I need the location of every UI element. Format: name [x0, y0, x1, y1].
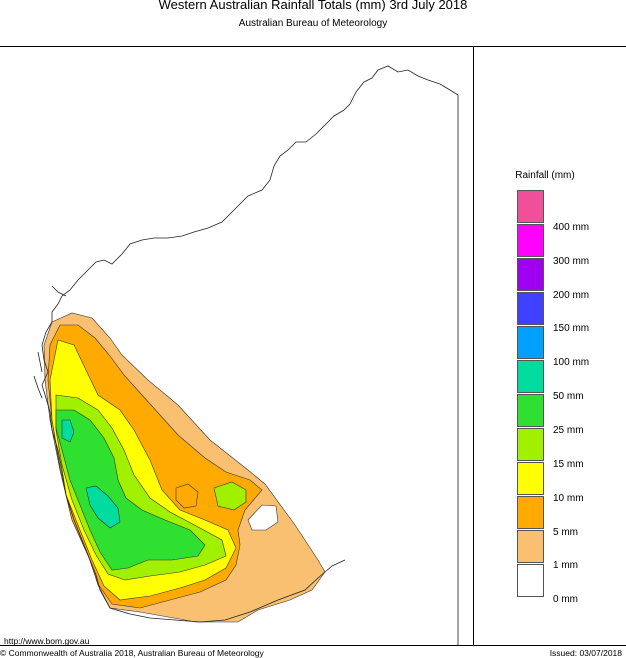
rain-zone-50-100mm-north: [61, 419, 75, 443]
legend-label-1: 1 mm: [553, 560, 578, 571]
rain-zone-dry-pocket: [247, 504, 279, 531]
legend-swatch: [517, 394, 544, 427]
map-frame: [0, 46, 626, 646]
legend-swatch: [517, 292, 544, 325]
legend-divider: [473, 46, 474, 646]
legend-swatch: [517, 224, 544, 257]
rain-zone-50-100mm-south: [85, 485, 121, 529]
legend-swatch: [517, 564, 544, 597]
map-title: Western Australian Rainfall Totals (mm) …: [158, 0, 468, 12]
rain-zone-5-10mm-inland: [175, 483, 199, 509]
legend-title: Rainfall (mm): [515, 170, 575, 181]
rain-zone-15-25mm-inland: [213, 481, 247, 511]
map-subtitle: Australian Bureau of Meteorology: [238, 18, 388, 29]
legend-swatch: [517, 360, 544, 393]
legend-label-400: 400 mm: [553, 222, 590, 233]
footer-copyright: © Commonwealth of Australia 2018, Austra…: [0, 648, 264, 658]
rainfall-map: [33, 65, 459, 645]
legend-swatch: [517, 462, 544, 495]
legend-swatch: [517, 428, 544, 461]
legend-swatch: [517, 258, 544, 291]
footer-url[interactable]: http://www.bom.gov.au: [4, 636, 90, 646]
legend-swatch: [517, 326, 544, 359]
legend-label-5: 5 mm: [553, 527, 578, 538]
legend-swatch: [517, 496, 544, 529]
legend-label-100: 100 mm: [553, 357, 590, 368]
rain-zone-25-50mm: [55, 409, 206, 571]
legend-label-50: 50 mm: [553, 391, 584, 402]
wa-outline: [41, 65, 459, 645]
footer-issued-date: Issued: 03/07/2018: [549, 648, 622, 658]
legend-swatch: [517, 530, 544, 563]
legend-label-25: 25 mm: [553, 425, 584, 436]
legend-label-10: 10 mm: [553, 493, 584, 504]
legend-label-200: 200 mm: [553, 290, 590, 301]
legend-label-150: 150 mm: [553, 323, 590, 334]
legend-label-0: 0 mm: [553, 594, 578, 605]
legend-label-300: 300 mm: [553, 256, 590, 267]
legend-swatch: [517, 190, 544, 223]
shark-bay: [33, 285, 67, 399]
legend-label-15: 15 mm: [553, 459, 584, 470]
